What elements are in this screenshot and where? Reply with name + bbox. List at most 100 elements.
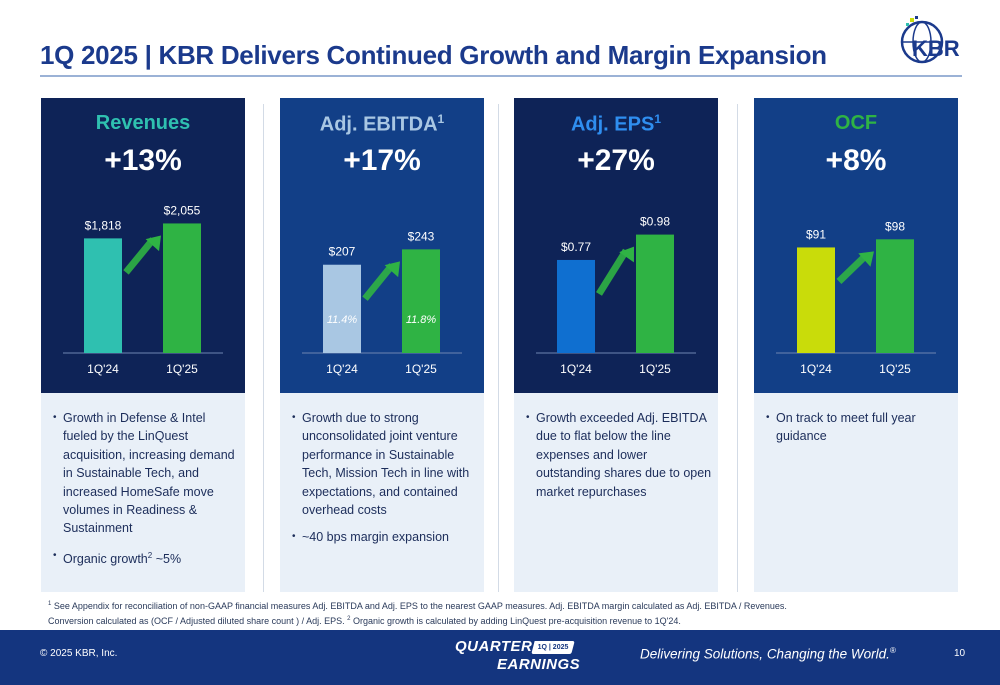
arrow-shaft [123,237,156,275]
list-item: Growth exceeded Adj. EBITDA due to flat … [526,409,712,501]
tick-label: 1Q'25 [639,362,671,376]
growth-percent: +13% [104,144,182,177]
footnote-line: Conversion calculated as (OCF / Adjusted… [48,615,348,626]
data-label: $207 [329,245,356,259]
card-ocf: $91 1Q'24 $98 1Q'25 OCF +8% On track to mee… [754,98,958,592]
footnote-marker: 1 [48,601,52,607]
footnote-marker: 2 [347,615,351,622]
adj-ebitda-chart: $207 1Q'24 11.4% $243 1Q'25 11.8% [302,229,462,376]
bar [876,239,914,353]
bullet-text: Organic growth [63,552,148,566]
adj-eps-chart: $0.77 1Q'24 $0.98 1Q'25 [536,215,696,376]
title-divider [40,75,962,77]
tick-label: 1Q'24 [800,362,832,376]
growth-percent: +8% [825,144,887,177]
metric-title: Adj. EBITDA1 [280,112,484,137]
arrow-head [619,246,634,263]
bar [636,234,674,353]
metric-label: Adj. EPS [570,113,655,136]
margin-label: 11.4% [327,314,358,326]
metric-label: Revenues [95,112,191,134]
arrow-head [858,251,874,267]
card-bottom: Growth due to strong unconsolidated join… [280,393,484,592]
metric-title: Revenues [41,112,245,135]
data-label: $2,055 [164,203,201,217]
data-label: $243 [408,229,435,243]
list-item: Organic growth2 ~5% [53,547,239,569]
data-label: $0.98 [640,215,670,229]
data-label: $91 [806,227,826,241]
bullet-list: Growth exceeded Adj. EBITDA due to flat … [526,409,712,510]
bar [557,259,595,353]
card-divider [737,104,738,592]
badge-line: QUARTERLY [455,638,552,655]
card-adj-ebitda: $207 1Q'24 11.4% $243 1Q'25 11.8% Adj. EBITDA… [280,98,484,592]
bullet-text: ~5% [152,552,182,566]
tick-label: 1Q'24 [87,362,119,376]
badge-pill: 1Q | 2025 [531,641,575,654]
kbr-logo: KBR [900,16,960,64]
arrow-shaft [362,263,395,301]
growth-arrow-icon [123,235,161,275]
tick-label: 1Q'24 [560,362,592,376]
bullet-list: Growth in Defense & Intel fueled by the … [53,409,239,577]
tick-label: 1Q'24 [326,362,358,376]
list-item: Growth in Defense & Intel fueled by the … [53,409,239,538]
arrow-head [384,261,400,278]
bullet-list: Growth due to strong unconsolidated join… [292,409,478,556]
tick-label: 1Q'25 [879,362,911,376]
ocf-chart: $91 1Q'24 $98 1Q'25 [776,219,936,376]
registered-mark: ® [889,646,896,655]
data-label: $98 [885,219,905,233]
card-bottom: On track to meet full year guidance [754,393,958,592]
card-adj-eps: $0.77 1Q'24 $0.98 1Q'25 Adj. EPS1 +27% Grow… [514,98,718,592]
metric-label: Adj. EBITDA [319,113,438,136]
list-item: On track to meet full year guidance [766,409,952,446]
footnote-ref: 2 [147,550,153,560]
revenues-chart: $1,818 1Q'24 $2,055 1Q'25 [63,203,223,376]
growth-arrow-icon [836,251,874,284]
card-top: $91 1Q'24 $98 1Q'25 OCF +8% [754,98,958,393]
page-title: 1Q 2025 | KBR Delivers Continued Growth … [40,40,827,70]
card-divider [498,104,499,592]
logo-text: KBR [912,36,960,61]
bar [163,223,201,353]
tick-label: 1Q'25 [166,362,198,376]
card-bottom: Growth exceeded Adj. EBITDA due to flat … [514,393,718,592]
card-bottom: Growth in Defense & Intel fueled by the … [41,393,245,592]
copyright: © 2025 KBR, Inc. [40,648,118,659]
tick-label: 1Q'25 [405,362,437,376]
metric-label: OCF [834,112,878,134]
tagline-text: Delivering Solutions, Changing the World… [640,646,890,662]
bar [402,249,440,353]
bar [323,264,361,353]
growth-percent: +27% [577,144,655,177]
metric-title: OCF [754,112,958,135]
footnote-line: See Appendix for reconciliation of non-G… [51,601,787,611]
bullet-text: ~40 bps margin expansion [302,530,449,545]
data-label: $1,818 [85,218,122,232]
arrow-shaft [836,252,869,284]
tagline: Delivering Solutions, Changing the World… [640,646,896,662]
bar [797,247,835,353]
growth-arrow-icon [596,246,634,296]
list-item: ~40 bps margin expansion [292,528,478,547]
bullet-text: Growth in Defense & Intel fueled by the … [63,411,235,536]
footnote-ref: 1 [437,112,445,126]
bar [84,238,122,353]
page-number: 10 [954,648,966,659]
footnote-line: Organic growth is calculated by adding L… [350,615,681,626]
bullet-list: On track to meet full year guidance [766,409,952,455]
metric-title: Adj. EPS1 [514,112,718,137]
bullet-text: Growth exceeded Adj. EBITDA due to flat … [536,411,712,499]
margin-label: 11.8% [406,314,437,326]
footnote: 1 See Appendix for reconciliation of non… [48,598,968,627]
bullet-text: On track to meet full year guidance [776,411,916,444]
growth-percent: +17% [343,144,421,177]
footer: © 2025 KBR, Inc. QUARTERLY 1Q | 2025 EAR… [0,630,1000,685]
card-top: $207 1Q'24 11.4% $243 1Q'25 11.8% Adj. EBITDA… [280,98,484,393]
card-top: $0.77 1Q'24 $0.98 1Q'25 Adj. EPS1 +27% [514,98,718,393]
growth-arrow-icon [362,261,400,301]
data-label: $0.77 [561,240,591,254]
